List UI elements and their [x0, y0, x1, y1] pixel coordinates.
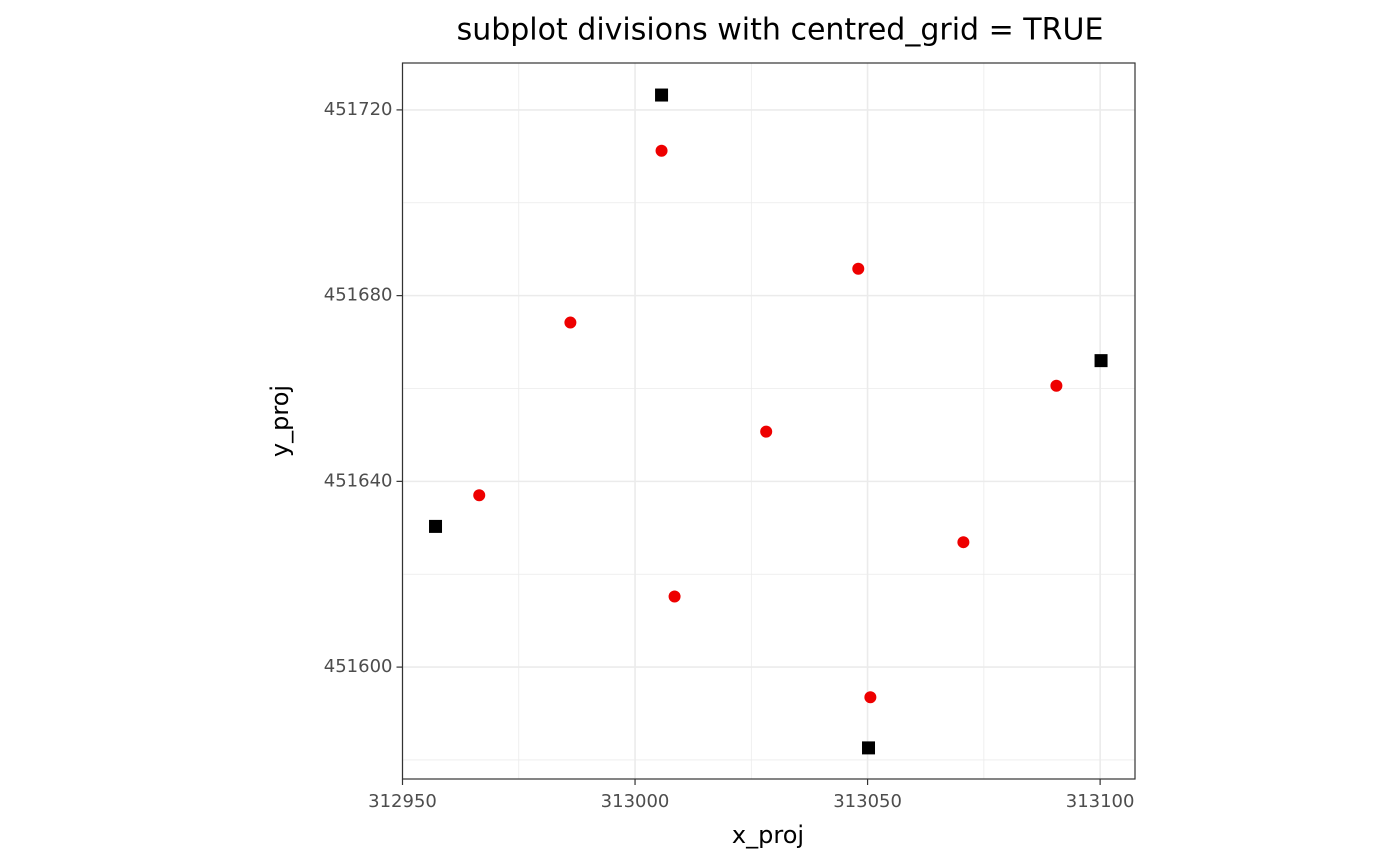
chart-title: subplot divisions with centred_grid = TR…	[457, 13, 1104, 48]
x-tick-label: 312950	[368, 791, 437, 812]
point	[655, 144, 668, 157]
point	[564, 316, 577, 329]
point	[862, 741, 876, 755]
point	[957, 536, 970, 549]
x-axis-title: x_proj	[732, 821, 804, 849]
point	[668, 590, 681, 603]
point	[852, 262, 865, 275]
y-tick-label: 451720	[324, 99, 393, 120]
y-tick-label: 451680	[324, 285, 393, 306]
point	[1094, 354, 1108, 368]
y-axis-title: y_proj	[266, 385, 294, 457]
x-tick-label: 313050	[833, 791, 902, 812]
plot-border	[401, 62, 1136, 780]
x-tick-label: 313100	[1066, 791, 1135, 812]
point	[655, 88, 669, 102]
plot-background	[402, 63, 1135, 779]
x-tick-label: 313000	[601, 791, 670, 812]
point	[1050, 379, 1063, 392]
y-tick-label: 451600	[324, 656, 393, 677]
point	[760, 425, 773, 438]
y-tick-label: 451640	[324, 470, 393, 491]
point	[429, 519, 443, 533]
point	[473, 489, 486, 502]
point	[864, 691, 877, 704]
